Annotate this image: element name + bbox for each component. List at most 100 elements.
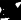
Point [8,10,9,11]
Point [5,10,6,11]
Point [5,9,6,10]
Point [5,9,6,10]
Point [7,9,8,10]
Point [5,10,6,11]
Point [6,9,7,10]
Point [6,12,7,13]
Point [6,11,7,12]
Point [6,7,7,8]
Point [4,11,5,12]
Point [7,9,8,10]
Point [8,8,9,9]
Point [7,12,8,13]
Point [7,9,8,10]
Point [7,11,8,12]
Point [4,9,5,10]
Point [4,11,5,12]
Point [6,8,7,9]
Point [4,11,5,12]
Circle shape [4,3,5,5]
Point [5,11,6,12]
Text: Y: Y [5,2,21,20]
Point [5,8,6,9]
Point [5,8,6,9]
Point [5,10,6,11]
Point [5,11,6,12]
Point [6,10,7,11]
Point [5,9,6,10]
Point [6,10,7,11]
Point [9,10,10,11]
Point [5,8,6,9]
Point [6,9,7,10]
Point [5,11,6,12]
Point [6,9,7,10]
Circle shape [3,14,4,15]
Point [6,8,7,9]
Point [5,9,6,10]
Point [7,7,8,8]
Point [8,11,9,12]
Point [4,11,5,12]
Point [4,8,5,9]
Point [5,7,6,8]
Point [6,11,7,12]
Point [5,10,6,11]
Point [5,11,6,12]
Point [5,9,6,10]
Text: 102: 102 [6,11,21,20]
Point [5,11,6,12]
Point [8,10,9,11]
Point [8,9,9,10]
Point [7,10,8,11]
Point [5,7,6,8]
Point [7,7,8,8]
Point [8,10,9,11]
Point [4,8,5,9]
Point [4,8,5,9]
Point [6,9,7,10]
Point [6,9,7,10]
Point [6,8,7,9]
Point [6,12,7,13]
Point [4,10,5,11]
Point [6,9,7,10]
Point [5,7,6,8]
Point [4,10,5,11]
Point [7,8,8,9]
Point [8,8,9,9]
Point [5,10,6,11]
Point [5,8,6,9]
Point [6,12,7,13]
Point [6,10,7,11]
Point [7,12,8,13]
Point [6,11,7,12]
Point [8,11,9,12]
Point [5,8,6,9]
Point [8,11,9,12]
Point [6,10,7,11]
Point [7,12,8,13]
Point [6,10,7,11]
Point [7,12,8,13]
Point [4,9,5,10]
Point [7,10,8,11]
Point [6,8,7,9]
Point [7,11,8,12]
Point [6,12,7,13]
Point [5,11,6,12]
Point [7,12,8,13]
Point [8,10,9,11]
Point [7,10,8,11]
Point [7,11,8,12]
Point [5,12,6,13]
Point [7,11,8,12]
Point [8,10,9,11]
Point [5,9,6,10]
Point [7,12,8,13]
Point [6,7,7,8]
Point [6,11,7,12]
Point [8,11,9,12]
Point [8,11,9,12]
Point [8,10,9,11]
